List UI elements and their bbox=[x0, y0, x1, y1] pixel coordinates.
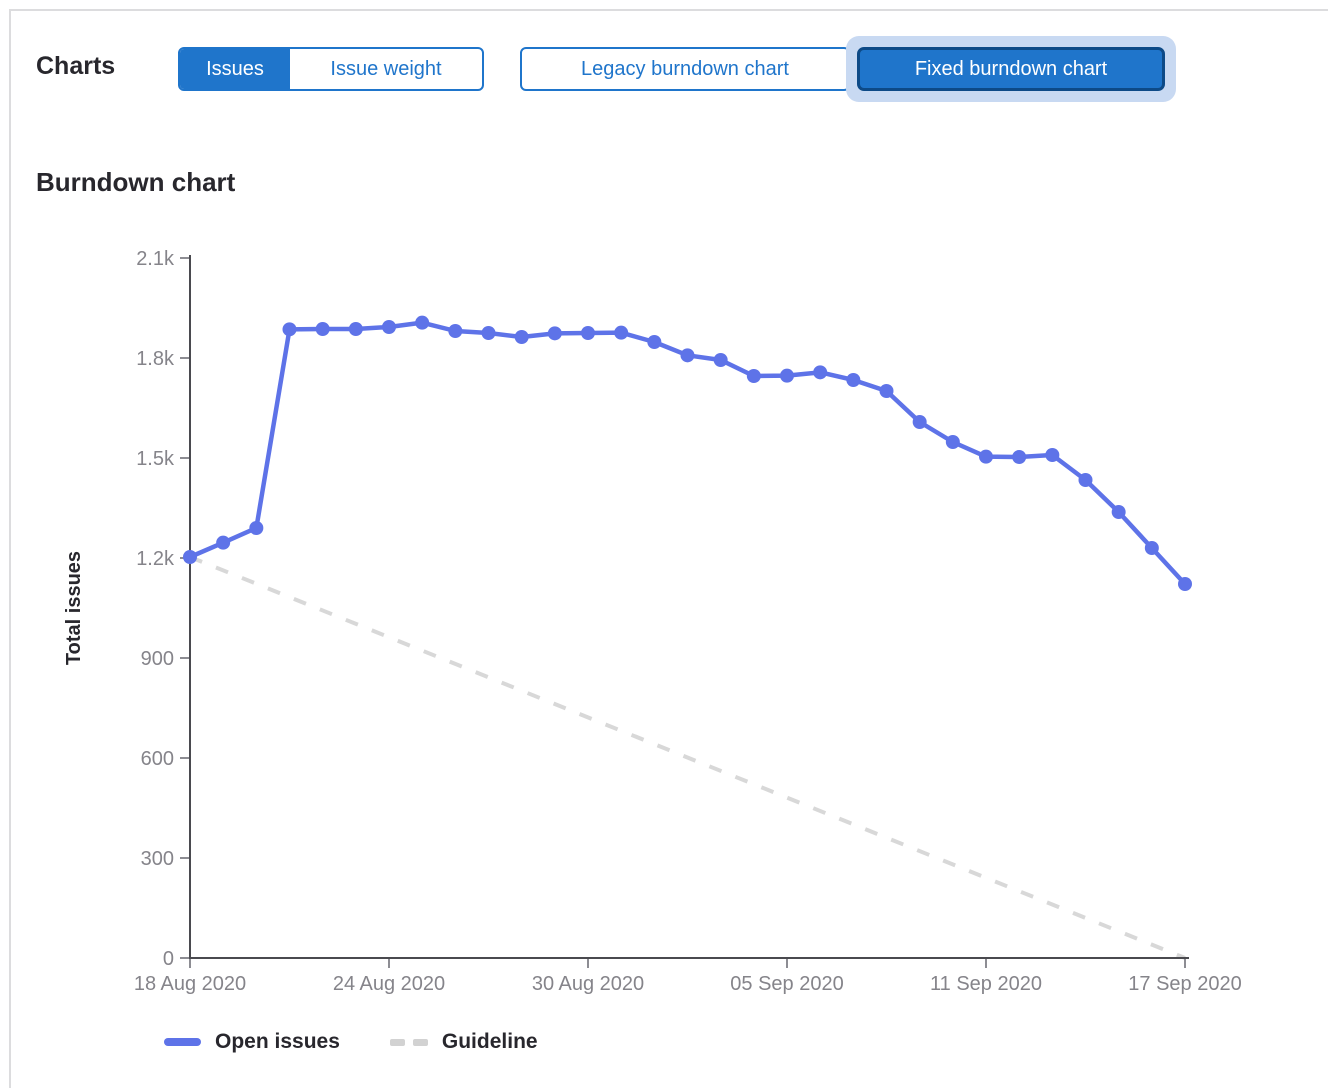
open-issues-point bbox=[879, 384, 894, 398]
open-issues-point bbox=[382, 320, 396, 334]
fixed-burndown-chart-button[interactable]: Fixed burndown chart bbox=[857, 47, 1165, 91]
open-issues-point bbox=[448, 324, 463, 338]
open-issues-point bbox=[713, 353, 728, 367]
open-issues-point bbox=[514, 330, 529, 344]
open-issues-point bbox=[945, 435, 960, 449]
open-issues-point bbox=[547, 326, 562, 341]
y-tick-label: 0 bbox=[163, 948, 174, 970]
x-tick-label: 11 Sep 2020 bbox=[930, 973, 1042, 995]
open-issues-point bbox=[680, 348, 695, 363]
issue-type-toggle-group: Issues Issue weight bbox=[178, 47, 484, 91]
y-tick-label: 600 bbox=[141, 748, 174, 770]
legend-label-guideline: Guideline bbox=[441, 1030, 538, 1053]
open-issues-point bbox=[581, 326, 595, 340]
charts-label: Charts bbox=[36, 52, 116, 80]
legend-item-open-issues[interactable]: Open issues bbox=[164, 1030, 340, 1054]
open-issues-point bbox=[216, 535, 231, 550]
open-issues-point bbox=[1111, 505, 1126, 519]
x-tick-label: 24 Aug 2020 bbox=[333, 973, 445, 995]
panel-top-border bbox=[9, 9, 1328, 11]
x-tick-label: 30 Aug 2020 bbox=[532, 973, 644, 995]
open-issues-point bbox=[780, 368, 794, 383]
open-issues-point bbox=[1178, 577, 1192, 591]
y-axis-title: Total issues bbox=[63, 551, 85, 665]
y-tick-label: 1.2k bbox=[136, 548, 175, 570]
y-tick-label: 900 bbox=[141, 648, 174, 670]
open-issues-line-swatch-icon bbox=[164, 1038, 201, 1046]
panel-left-border bbox=[9, 9, 11, 1088]
x-tick-label: 17 Sep 2020 bbox=[1128, 973, 1241, 995]
x-tick-label: 18 Aug 2020 bbox=[134, 973, 246, 995]
open-issues-point bbox=[1078, 473, 1093, 487]
open-issues-point bbox=[282, 322, 297, 337]
y-tick-label: 1.8k bbox=[136, 348, 175, 370]
open-issues-point bbox=[846, 373, 861, 387]
open-issues-point bbox=[183, 550, 197, 564]
guideline-dash-swatch-icon bbox=[389, 1038, 428, 1046]
open-issues-point bbox=[614, 325, 629, 340]
open-issues-point bbox=[481, 326, 496, 340]
open-issues-point bbox=[315, 322, 330, 336]
open-issues-point bbox=[647, 335, 662, 349]
y-tick-label: 300 bbox=[141, 848, 174, 870]
open-issues-point bbox=[912, 415, 927, 429]
open-issues-point bbox=[348, 322, 363, 336]
chart-legend: Open issues Guideline bbox=[164, 1030, 538, 1054]
fixed-burndown-focus-ring: Fixed burndown chart bbox=[846, 36, 1176, 102]
open-issues-point bbox=[1045, 448, 1060, 462]
open-issues-point bbox=[979, 449, 993, 464]
y-tick-label: 2.1k bbox=[136, 248, 175, 270]
chart-type-toggle-group: Legacy burndown chart Fixed burndown cha… bbox=[520, 36, 1176, 102]
open-issues-point bbox=[746, 369, 761, 383]
issues-toggle-button[interactable]: Issues bbox=[180, 49, 290, 89]
burndown-chart-title: Burndown chart bbox=[36, 167, 236, 197]
legend-item-guideline[interactable]: Guideline bbox=[389, 1030, 538, 1054]
open-issues-point bbox=[1144, 541, 1159, 555]
guideline-line bbox=[189, 555, 1186, 960]
y-tick-label: 1.5k bbox=[136, 448, 175, 470]
legend-label-open-issues: Open issues bbox=[215, 1030, 340, 1053]
issue-weight-toggle-button[interactable]: Issue weight bbox=[290, 49, 482, 89]
legacy-burndown-chart-button[interactable]: Legacy burndown chart bbox=[520, 47, 850, 91]
x-tick-label: 05 Sep 2020 bbox=[730, 973, 843, 995]
open-issues-point bbox=[249, 521, 264, 535]
open-issues-point bbox=[1012, 450, 1027, 464]
open-issues-point bbox=[813, 365, 828, 380]
open-issues-point bbox=[415, 315, 430, 330]
burndown-chart-canvas: 0 300 600 900 1.2k 1.5k 1.8k 2.1k 18 Aug 2020 24 … bbox=[63, 248, 1242, 995]
